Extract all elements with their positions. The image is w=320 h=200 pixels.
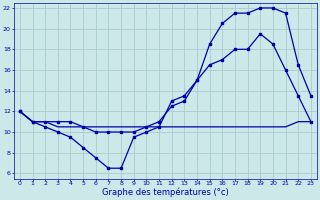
X-axis label: Graphe des températures (°c): Graphe des températures (°c) — [102, 188, 229, 197]
